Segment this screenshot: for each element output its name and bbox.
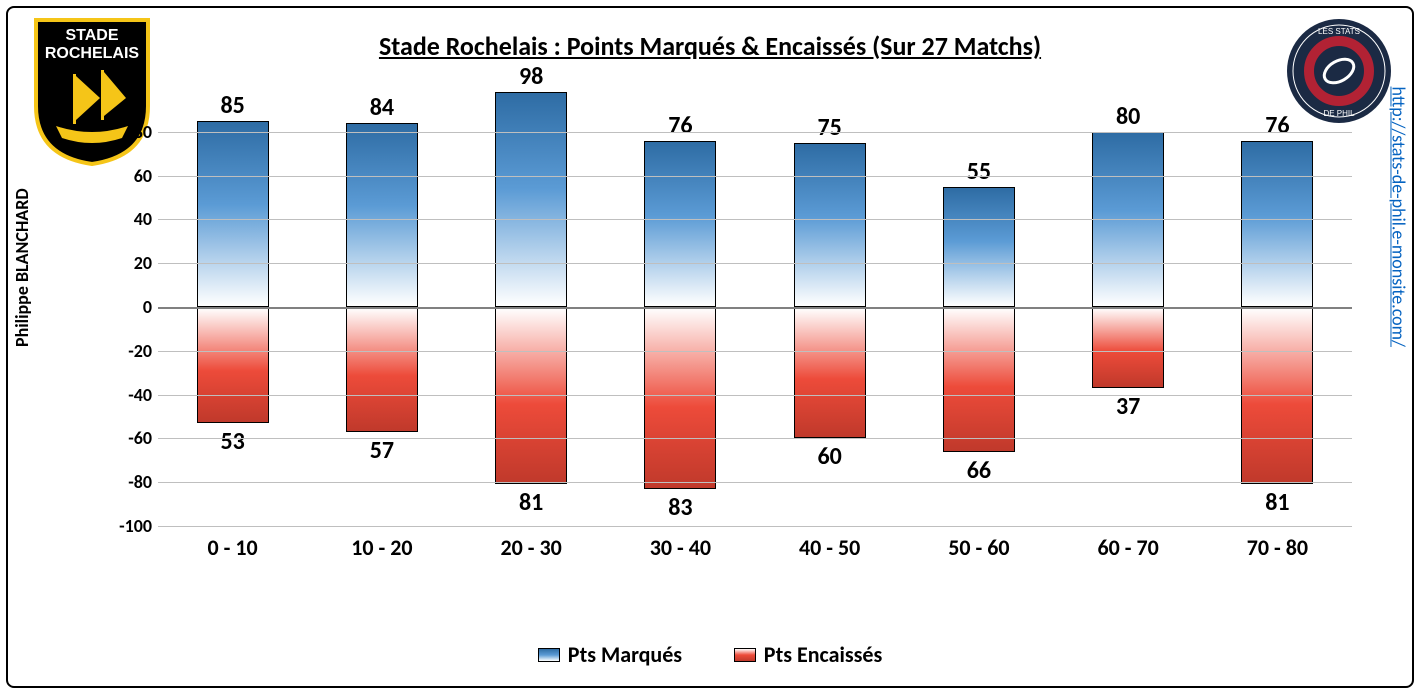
legend-swatch-neg	[734, 648, 756, 662]
category-label: 50 - 60	[904, 534, 1053, 561]
y-tick-label: -80	[108, 471, 152, 493]
legend: Pts Marqués Pts Encaissés	[8, 641, 1412, 668]
y-tick-label: 60	[108, 165, 152, 187]
plot-inner: 85530 - 10845710 - 20988120 - 30768330 -…	[158, 88, 1352, 526]
legend-swatch-pos	[538, 648, 560, 662]
chart-frame: Stade Rochelais : Points Marqués & Encai…	[6, 6, 1414, 688]
gridline	[158, 351, 1352, 352]
bar-pos	[794, 143, 866, 307]
data-label-pos: 85	[158, 91, 307, 120]
legend-item-neg: Pts Encaissés	[734, 641, 883, 668]
chart-title: Stade Rochelais : Points Marqués & Encai…	[8, 30, 1412, 62]
data-label-neg: 53	[158, 427, 307, 456]
author-label: Philippe BLANCHARD	[11, 188, 33, 347]
gridline	[158, 438, 1352, 439]
bar-neg	[943, 307, 1015, 452]
y-tick-label: -100	[108, 515, 152, 537]
bar-pos	[943, 187, 1015, 307]
category-label: 30 - 40	[606, 534, 755, 561]
category-label: 20 - 30	[457, 534, 606, 561]
data-label-neg: 37	[1054, 392, 1203, 421]
gridline	[158, 176, 1352, 177]
bar-neg	[1092, 307, 1164, 388]
data-label-neg: 81	[1203, 488, 1352, 517]
gridline	[158, 263, 1352, 264]
bar-pos	[197, 121, 269, 307]
data-label-neg: 57	[307, 436, 456, 465]
y-tick-label: 80	[108, 121, 152, 143]
legend-label-neg: Pts Encaissés	[764, 641, 883, 668]
y-tick-label: 20	[108, 252, 152, 274]
y-tick-label: 40	[108, 208, 152, 230]
y-tick-label: -60	[108, 427, 152, 449]
legend-label-pos: Pts Marqués	[568, 641, 682, 668]
gridline	[158, 219, 1352, 220]
data-label-neg: 60	[755, 442, 904, 471]
bar-pos	[1241, 141, 1313, 307]
data-label-pos: 75	[755, 113, 904, 142]
category-label: 0 - 10	[158, 534, 307, 561]
bar-pos	[495, 92, 567, 307]
data-label-neg: 83	[606, 493, 755, 522]
legend-item-pos: Pts Marqués	[538, 641, 682, 668]
data-label-pos: 84	[307, 93, 456, 122]
data-label-pos: 76	[606, 111, 755, 140]
category-label: 70 - 80	[1203, 534, 1352, 561]
data-label-pos: 80	[1054, 102, 1203, 131]
gridline	[158, 132, 1352, 133]
gridline	[158, 526, 1352, 527]
logo-left-text-bottom: ROCHELAIS	[45, 45, 140, 62]
y-tick-label: 0	[108, 296, 152, 318]
gridline	[158, 482, 1352, 483]
data-label-neg: 81	[457, 488, 606, 517]
y-tick-label: -40	[108, 384, 152, 406]
gridline	[158, 395, 1352, 396]
logo-left-text-top: STADE	[65, 27, 118, 44]
bar-neg	[197, 307, 269, 423]
data-label-neg: 66	[904, 456, 1053, 485]
bar-neg	[794, 307, 866, 438]
gridline	[158, 307, 1352, 309]
category-label: 40 - 50	[755, 534, 904, 561]
logo-right-text-top: LES STATS	[1318, 27, 1360, 36]
data-label-pos: 76	[1203, 111, 1352, 140]
bar-neg	[1241, 307, 1313, 484]
category-label: 10 - 20	[307, 534, 456, 561]
plot-area: 85530 - 10845710 - 20988120 - 30768330 -…	[98, 88, 1352, 566]
bar-neg	[346, 307, 418, 432]
y-tick-label: -20	[108, 340, 152, 362]
bar-pos	[644, 141, 716, 307]
bar-pos	[346, 123, 418, 307]
source-link[interactable]: http://stats-de-phil.e-monsite.com/	[1387, 87, 1409, 347]
category-label: 60 - 70	[1054, 534, 1203, 561]
bar-neg	[644, 307, 716, 489]
data-label-pos: 98	[457, 62, 606, 91]
data-label-pos: 55	[904, 157, 1053, 186]
bar-neg	[495, 307, 567, 484]
